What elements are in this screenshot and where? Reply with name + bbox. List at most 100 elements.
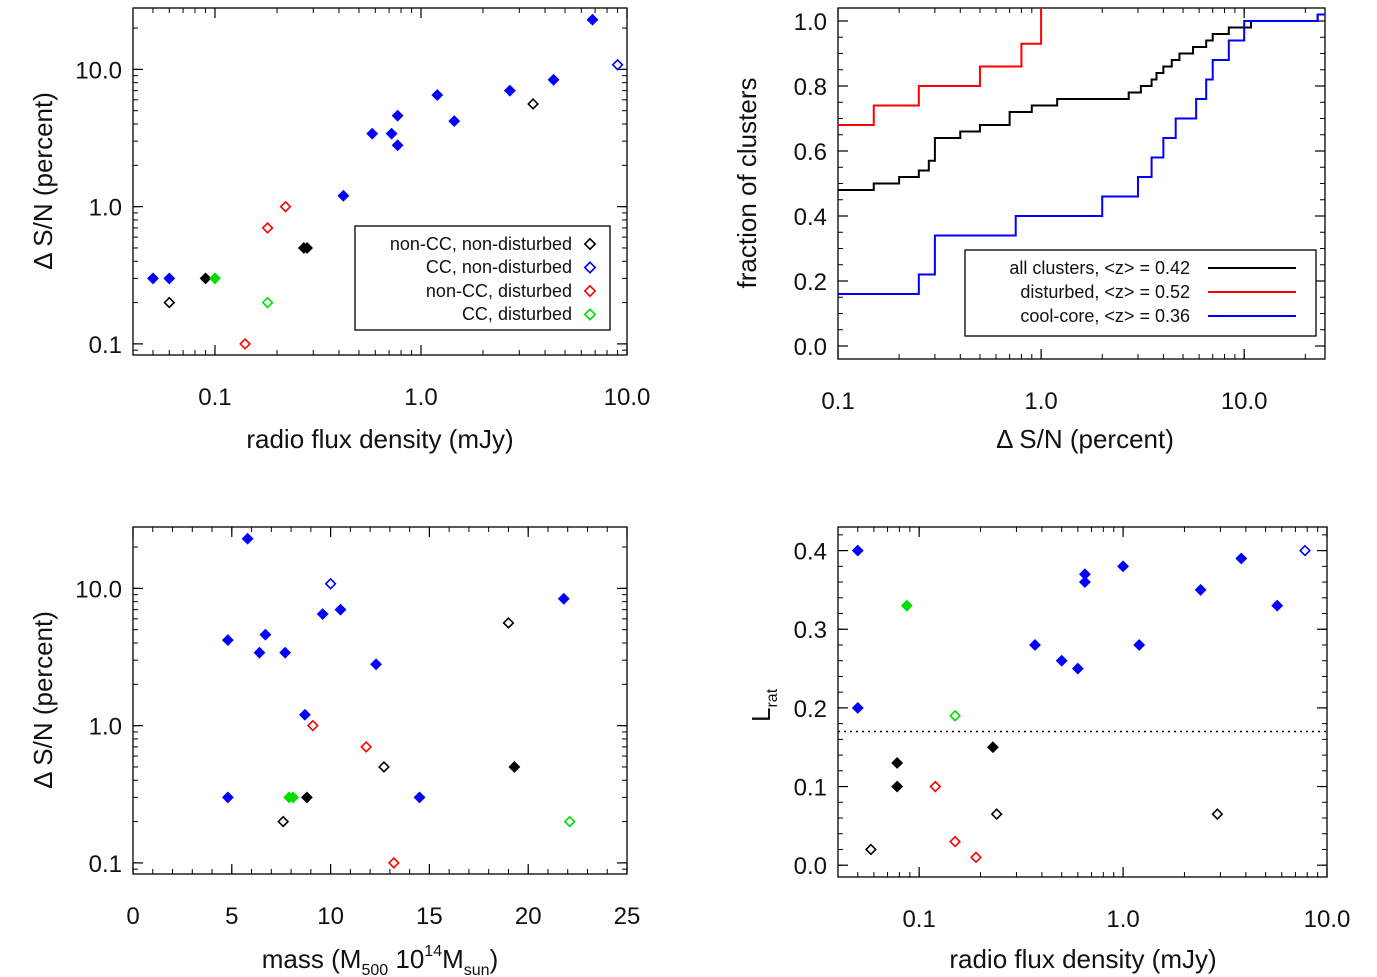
marks (851, 544, 1311, 864)
legend-label: disturbed, <z> = 0.52 (1020, 282, 1190, 302)
diamond-marker (241, 532, 254, 545)
diamond-marker (1235, 552, 1248, 565)
x-tick-label: 20 (515, 903, 542, 930)
x-axis-label-sup: 14 (424, 943, 442, 960)
diamond-marker (527, 98, 540, 110)
diamond-marker (563, 815, 576, 828)
diamond-marker (929, 780, 942, 793)
y-tick-label: 0.4 (794, 204, 827, 231)
diamond-marker (851, 544, 864, 557)
diamond-marker (502, 617, 515, 629)
tick-labels: 0 5 10 15 20 25 0.1 1.0 10.0 (75, 576, 640, 930)
diamond-marker (864, 843, 877, 856)
x-axis-label-part: 10 (388, 944, 424, 974)
diamond-marker (949, 709, 961, 722)
y-axis-label: Δ S/N (percent) (28, 92, 58, 270)
y-tick-label: 0.4 (794, 539, 827, 566)
cumulative-step-line (838, 13, 1325, 191)
legend-label: CC, disturbed (462, 304, 572, 324)
x-tick-label: 0.1 (902, 906, 935, 933)
diamond-marker (1271, 599, 1284, 612)
diamond-marker (586, 13, 599, 26)
diamond-marker (209, 272, 221, 285)
diamond-marker (990, 808, 1003, 821)
legend-label: CC, non-disturbed (426, 257, 572, 277)
y-tick-label: 10.0 (75, 576, 122, 603)
diamond-marker (163, 296, 176, 309)
diamond-marker (1194, 583, 1207, 596)
tick-labels: 0.1 1.0 10.0 0.0 0.1 0.2 0.3 0.4 (794, 539, 1351, 933)
marks (147, 13, 624, 350)
plot-frame (837, 526, 1328, 878)
x-axis-label-sub: sun (464, 962, 490, 977)
x-axis-label-part: mass (M (262, 944, 362, 974)
y-tick-label: 0.6 (794, 139, 827, 166)
legend-label: non-CC, disturbed (426, 281, 572, 301)
tick-labels: 0.1 1.0 10.0 0.1 1.0 10.0 (75, 57, 650, 411)
diamond-marker (413, 791, 426, 804)
diamond-marker (306, 719, 319, 732)
diamond-marker (1078, 576, 1091, 588)
x-tick-label: 1.0 (1106, 906, 1139, 933)
diamond-marker (147, 272, 159, 285)
diamond-marker (221, 634, 234, 647)
cumulative-step-line (838, 13, 1325, 295)
x-axis-label-part: M (442, 944, 464, 974)
diamond-marker (611, 58, 624, 71)
diamond-marker (387, 856, 400, 869)
diamond-marker (851, 701, 864, 714)
diamond-marker (557, 592, 570, 605)
ticks (837, 527, 1328, 877)
diamond-marker (360, 740, 373, 753)
diamond-marker (949, 835, 961, 848)
legend-label: cool-core, <z> = 0.36 (1020, 306, 1190, 326)
x-tick-label: 0.1 (821, 388, 854, 415)
diamond-marker (891, 780, 904, 793)
x-tick-label: 15 (416, 903, 443, 930)
y-tick-label: 10.0 (75, 57, 122, 84)
x-tick-label: 10.0 (1304, 906, 1351, 933)
y-tick-label: 1.0 (794, 9, 827, 36)
legend-symbols (583, 237, 597, 321)
diamond-marker (448, 115, 461, 128)
diamond-marker (261, 296, 274, 309)
diamond-marker (199, 272, 212, 285)
x-axis-label: mass (M500 1014Msun) (262, 943, 498, 977)
diamond-marker (337, 189, 350, 202)
legend-label: all clusters, <z> = 0.42 (1009, 258, 1190, 278)
y-tick-label: 0.1 (89, 332, 122, 359)
x-tick-label: 1.0 (1024, 388, 1057, 415)
diamond-marker (583, 284, 597, 298)
panel-dsn-vs-radio-flux: 0.1 1.0 10.0 0.1 1.0 10.0 radio flux density … (28, 7, 650, 454)
diamond-marker (391, 139, 404, 152)
y-axis-label: fraction of clusters (732, 78, 762, 289)
ticks (132, 8, 628, 355)
diamond-marker (503, 84, 516, 97)
diamond-marker (547, 73, 560, 86)
legend: non-CC, non-disturbed CC, non-disturbed … (354, 225, 611, 331)
x-tick-label: 10.0 (604, 384, 651, 411)
y-tick-label: 1.0 (89, 714, 122, 741)
diamond-marker (900, 599, 913, 612)
y-tick-label: 0.0 (794, 334, 827, 361)
marks (838, 8, 1325, 295)
cumulative-step-line (838, 8, 1043, 126)
marks (221, 532, 576, 869)
diamond-marker (583, 308, 597, 321)
x-axis-label: radio flux density (mJy) (949, 944, 1216, 974)
ticks (132, 527, 628, 874)
legend-box (354, 225, 611, 331)
y-tick-label: 0.2 (794, 269, 827, 296)
x-tick-label: 5 (225, 903, 238, 930)
diamond-marker (1117, 560, 1130, 573)
diamond-marker (1029, 639, 1041, 651)
tick-labels: 0.1 1.0 10.0 0.0 0.2 0.4 0.6 0.8 1.0 (794, 9, 1268, 415)
y-tick-label: 0.0 (794, 853, 827, 880)
y-tick-label: 0.2 (794, 696, 827, 723)
diamond-marker (1071, 662, 1084, 675)
diamond-marker (891, 757, 904, 769)
diamond-marker (1055, 654, 1068, 667)
diamond-marker (508, 761, 521, 773)
diamond-marker (391, 109, 404, 122)
